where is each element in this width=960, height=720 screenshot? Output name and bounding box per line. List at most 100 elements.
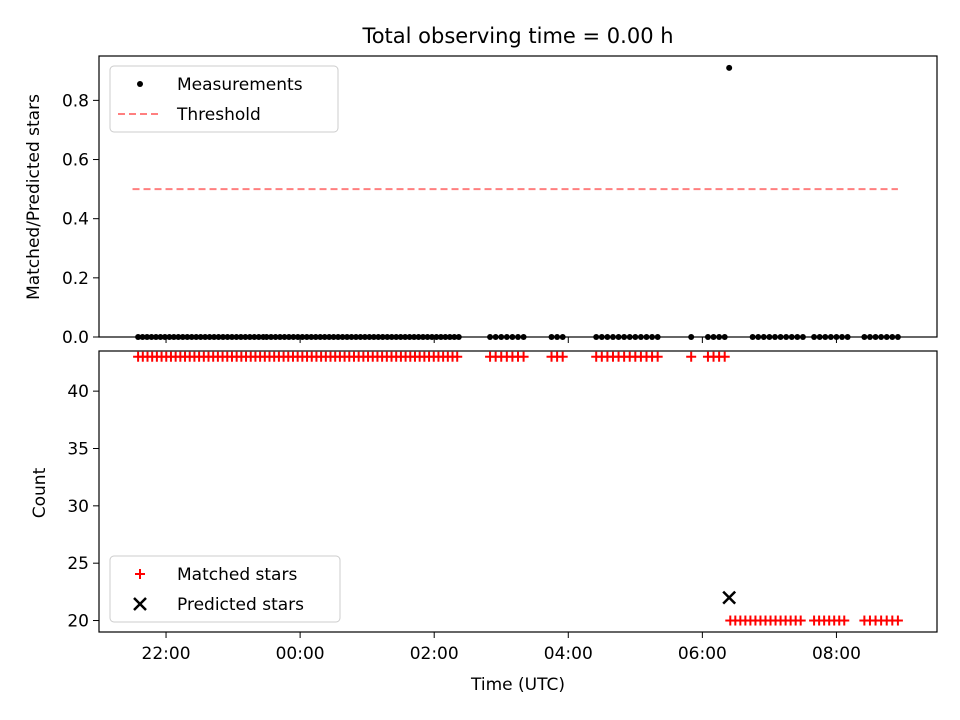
matched-star-point (518, 351, 529, 362)
measurement-point (777, 334, 784, 340)
measurement-point (621, 334, 628, 340)
measurement-point (344, 334, 351, 340)
measurement-point (503, 334, 510, 340)
measurement-point (654, 334, 661, 340)
top-ylabel: Matched/Predicted stars (24, 94, 44, 300)
measurement-point (193, 334, 200, 340)
measurement-point (649, 334, 656, 340)
measurement-point (637, 334, 644, 340)
measurement-point (406, 334, 413, 340)
measurement-point (139, 334, 146, 340)
measurement-point (515, 334, 521, 340)
chart-title: Total observing time = 0.00 h (361, 24, 673, 48)
measurement-point (348, 334, 355, 340)
legend-label: Matched stars (177, 565, 297, 585)
measurement-point (402, 334, 409, 340)
measurement-point (326, 334, 333, 340)
measurement-point (872, 334, 879, 340)
measurement-point (559, 334, 566, 340)
measurement-point (268, 334, 275, 340)
measurement-point (281, 334, 288, 340)
measurement-point (237, 334, 244, 340)
measurement-point (197, 334, 204, 340)
measurement-point (272, 334, 279, 340)
measurement-point (509, 334, 516, 340)
matched-star-point (892, 615, 903, 626)
measurement-point (833, 334, 840, 340)
measurement-point (455, 334, 462, 340)
measurement-point (312, 334, 319, 340)
measurement-point (766, 334, 773, 340)
measurement-point (170, 334, 177, 340)
measurement-point (598, 334, 605, 340)
measurement-point (251, 334, 258, 340)
measurement-point (811, 334, 818, 340)
legend-matched-swatch (135, 569, 145, 579)
x-tick-label: 04:00 (544, 644, 593, 664)
measurement-point (415, 334, 422, 340)
measurement-point (242, 334, 249, 340)
measurement-point (330, 334, 337, 340)
measurement-point (894, 334, 901, 340)
measurement-point (335, 334, 342, 340)
top-panel: 0.0 0.2 0.4 0.6 0.8 Measurements Threshold (62, 55, 938, 348)
measurement-point (366, 334, 373, 340)
measurement-point (446, 334, 453, 340)
measurement-point (144, 334, 151, 340)
measurement-point (794, 334, 801, 340)
measurement-point (379, 334, 386, 340)
y-tick-label: 0.8 (62, 91, 89, 111)
measurement-point (361, 334, 368, 340)
y-tick-label: 25 (67, 554, 89, 574)
measurement-point (433, 334, 440, 340)
y-tick-label: 0.0 (62, 328, 89, 348)
measurement-point (317, 334, 324, 340)
measurement-point (726, 64, 733, 71)
measurement-point (822, 334, 829, 340)
x-tick-label: 06:00 (678, 644, 727, 664)
measurement-point (224, 334, 231, 340)
measurement-point (352, 334, 359, 340)
measurement-point (179, 334, 186, 340)
measurement-point (299, 334, 306, 340)
measurement-point (246, 334, 253, 340)
measurement-point (148, 334, 155, 340)
y-tick-label: 35 (67, 439, 89, 459)
measurement-point (626, 334, 633, 340)
measurement-point (255, 334, 262, 340)
measurement-point (451, 334, 458, 340)
bottom-panel: 20 25 30 35 40 22:00 00:00 02:00 04:00 06:00 08:00… (67, 350, 938, 664)
legend: Measurements Threshold (109, 65, 339, 133)
measurement-point (487, 334, 494, 340)
legend-box (109, 555, 341, 623)
measurement-point (755, 334, 762, 340)
measurement-point (290, 334, 297, 340)
measurement-point (285, 334, 292, 340)
measurement-point (228, 334, 235, 340)
measurement-point (615, 334, 622, 340)
measurement-point (604, 334, 611, 340)
measurement-point (206, 334, 213, 340)
measurement-point (593, 334, 600, 340)
y-tick-label: 0.2 (62, 269, 89, 289)
measurement-point (308, 334, 315, 340)
measurement-point (498, 334, 505, 340)
measurement-point (157, 334, 164, 340)
measurement-point (492, 334, 499, 340)
measurement-point (188, 334, 195, 340)
bottom-xlabel: Time (UTC) (470, 675, 565, 695)
measurement-point (799, 334, 806, 340)
plot-frame (98, 350, 938, 633)
measurement-point (548, 334, 555, 340)
matched-star-point (719, 351, 730, 362)
measurement-point (783, 334, 790, 340)
measurement-point (220, 334, 227, 340)
matched-star-point (795, 615, 806, 626)
y-tick-label: 30 (67, 497, 89, 517)
measurement-point (424, 334, 431, 340)
measurement-point (716, 334, 723, 340)
legend-predicted-swatch (133, 597, 147, 611)
matched-star-point (652, 351, 663, 362)
measurement-point (861, 334, 868, 340)
measurement-point (277, 334, 284, 340)
